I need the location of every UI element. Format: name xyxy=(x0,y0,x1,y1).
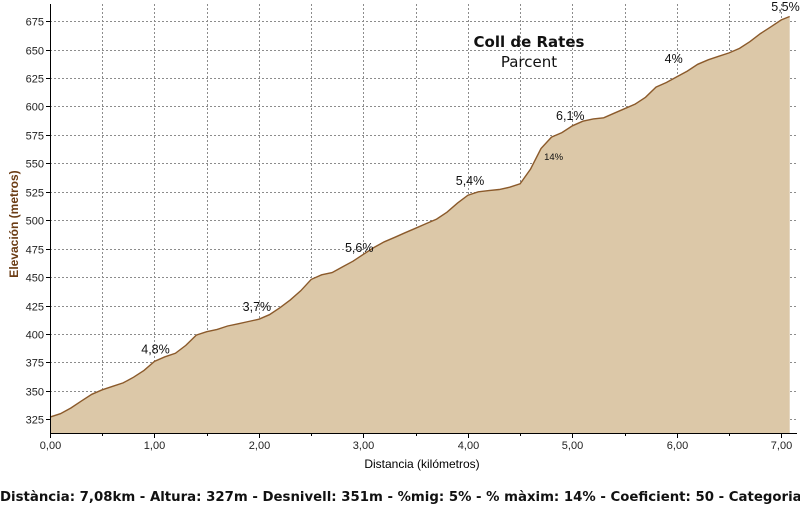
x-axis-title: Distancia (kilómetros) xyxy=(364,457,479,471)
y-tick-label: 450 xyxy=(26,273,44,285)
grade-label: 3,7% xyxy=(243,300,272,314)
y-tick-label: 600 xyxy=(26,102,44,114)
grade-label: 5,4% xyxy=(456,174,485,188)
y-tick-label: 350 xyxy=(26,387,44,399)
axes: 0,00 1,00 2,00 3,00 4,00 5,00 6,00 7,00 325 350 37… xyxy=(26,4,797,452)
route-summary: Distància: 7,08km - Altura: 327m - Desni… xyxy=(0,490,800,505)
y-tick-label: 400 xyxy=(26,330,44,342)
grade-labels: 4,8% 3,7% 5,6% 5,4% 14% 6,1% 4% 5,5% xyxy=(141,0,800,356)
y-tick-label: 475 xyxy=(26,245,44,257)
y-tick-label: 625 xyxy=(26,74,44,86)
elevation-area xyxy=(50,16,790,433)
x-tick-label: 2,00 xyxy=(249,440,270,452)
grade-label: 5,6% xyxy=(345,241,374,255)
y-tick-label: 650 xyxy=(26,46,44,58)
x-tick-label: 4,00 xyxy=(458,440,479,452)
y-tick-label: 425 xyxy=(26,302,44,314)
y-tick-label: 550 xyxy=(26,159,44,171)
y-tick-label: 500 xyxy=(26,216,44,228)
x-tick-label: 7,00 xyxy=(771,440,792,452)
x-tick-label: 5,00 xyxy=(562,440,583,452)
grade-label: 6,1% xyxy=(556,109,585,123)
x-tick-label: 6,00 xyxy=(667,440,688,452)
y-tick-label: 575 xyxy=(26,131,44,143)
chart-subtitle: Parcent xyxy=(501,53,557,71)
y-tick-label: 675 xyxy=(26,17,44,29)
elevation-line xyxy=(49,15,790,418)
x-tick-label: 1,00 xyxy=(144,440,165,452)
grade-label: 5,5% xyxy=(771,0,800,14)
grade-label: 4% xyxy=(665,52,683,66)
y-axis-title: Elevación (metros) xyxy=(7,170,21,277)
grade-label: 4,8% xyxy=(141,342,170,356)
y-tick-label: 525 xyxy=(26,188,44,200)
y-tick-label: 375 xyxy=(26,358,44,370)
chart-title: Coll de Rates xyxy=(474,33,585,51)
x-tick-label: 0,00 xyxy=(40,440,61,452)
x-tick-label: 3,00 xyxy=(353,440,374,452)
grade-label: 14% xyxy=(544,152,564,163)
y-tick-label: 325 xyxy=(26,415,44,427)
